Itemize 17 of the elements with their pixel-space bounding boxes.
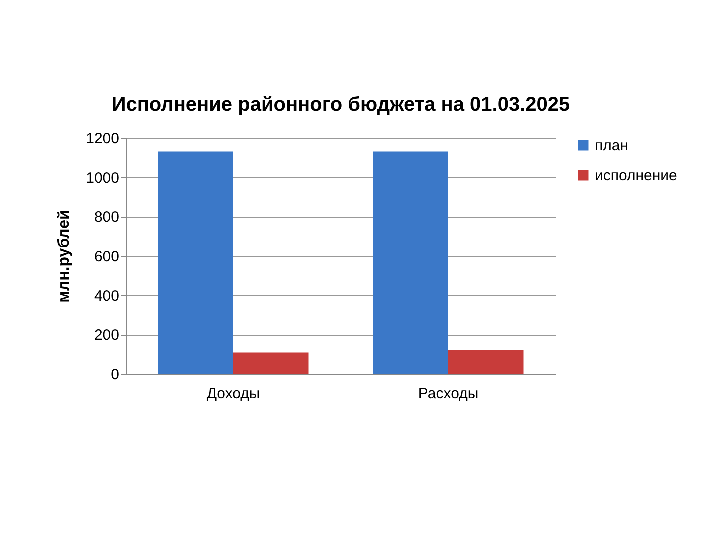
y-axis-title: млн.рублей [56,210,74,303]
bar [373,152,448,374]
y-tick-label: 1200 [86,130,120,148]
y-tick-label: 0 [111,366,120,384]
y-tick-label: 600 [94,248,120,266]
bar [158,152,234,374]
bar [234,352,309,374]
legend-label: исполнение [595,168,678,184]
y-tick-label: 400 [94,288,120,305]
x-tick-label: Доходы [206,386,260,402]
y-tick-label: 200 [94,327,120,344]
y-tick-label: 800 [94,209,120,226]
y-tick-label: 1000 [86,170,120,187]
x-tick-label: Расходы [418,386,479,402]
legend-label: план [595,138,629,154]
bar [448,350,524,374]
chart-title: Исполнение районного бюджета на 01.03.2025 [112,94,570,116]
